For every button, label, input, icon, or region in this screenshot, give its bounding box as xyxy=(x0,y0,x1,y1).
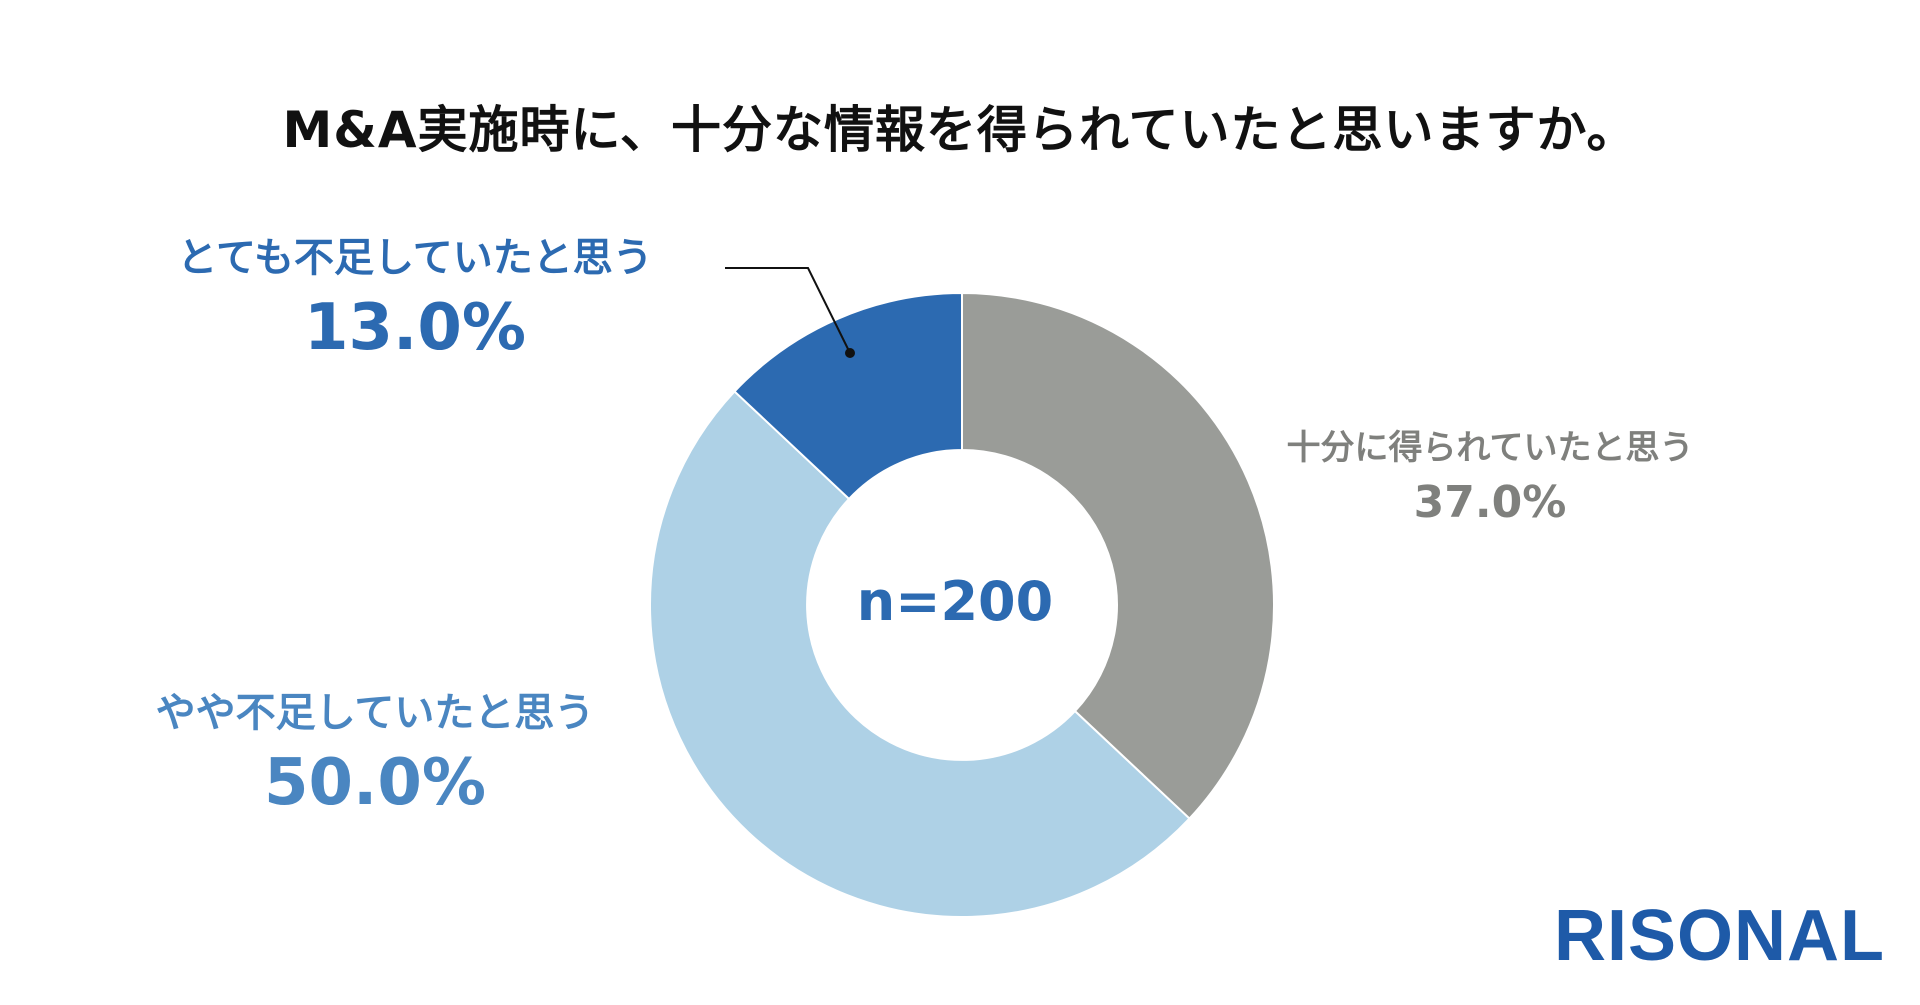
slice-label-text: やや不足していたと思う xyxy=(155,690,595,736)
sample-size-label: n=200 xyxy=(856,570,1054,633)
slice-label-very-insufficient: とても不足していたと思う 13.0% xyxy=(125,225,705,365)
slice-label-value: 13.0% xyxy=(303,291,527,365)
slice-label-text: 十分に得られていたと思う xyxy=(1286,428,1694,468)
slice-sufficient xyxy=(961,291,1275,820)
slice-label-text: とても不足していたと思う xyxy=(177,235,653,281)
leader-dot xyxy=(845,348,855,358)
chart-title: M&A実施時に、十分な情報を得られていたと思いますか。 xyxy=(282,101,1638,159)
slice-very-insufficient xyxy=(733,291,963,501)
slice-label-sufficient: 十分に得られていたと思う 37.0% xyxy=(1255,420,1725,528)
risonal-logo: RISONAL xyxy=(1554,896,1885,976)
slice-label-value: 37.0% xyxy=(1413,477,1567,528)
slice-label-somewhat-insufficient: やや不足していたと思う 50.0% xyxy=(115,680,635,820)
slice-label-value: 50.0% xyxy=(263,746,487,820)
leader-line xyxy=(725,267,855,358)
slice-somewhat-insufficient xyxy=(649,390,1191,918)
